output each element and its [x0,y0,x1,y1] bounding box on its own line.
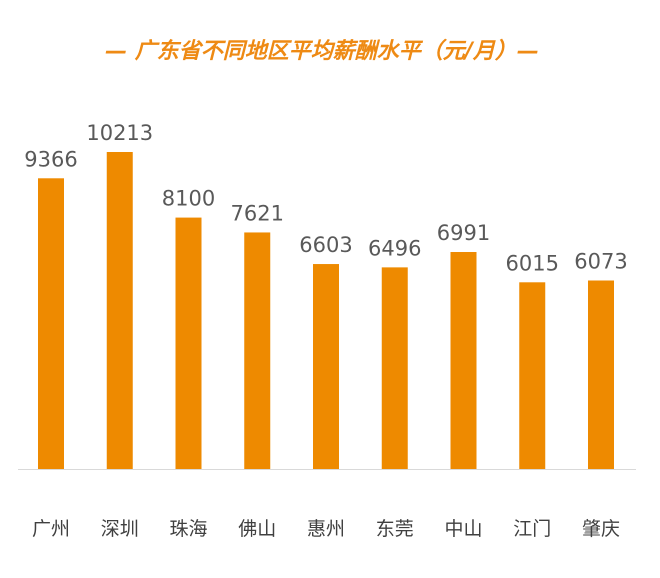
bar-1 [106,152,133,469]
value-labels: 9366 10213 8100 7621 6603 6496 6991 6015 6073 [24,121,627,275]
value-label: 6496 [368,236,421,260]
category-label: 佛山 [238,518,276,540]
bar-3 [244,232,271,469]
value-label: 10213 [86,121,153,145]
category-label: 广州 [32,518,70,540]
bar-0 [38,178,64,469]
bars-group [38,152,614,469]
value-label: 8100 [162,187,215,211]
value-label: 6991 [437,221,490,245]
bar-6 [450,252,477,469]
category-label: 珠海 [169,518,207,540]
category-labels: 广州 深圳 珠海 佛山 惠州 东莞 中山 江门 肇庆 [32,518,620,540]
value-label: 6073 [574,250,627,274]
category-label: 肇庆 [582,518,620,540]
category-label: 东莞 [376,518,414,540]
value-label: 6015 [506,251,559,275]
bar-5 [381,267,408,469]
bar-2 [175,217,202,469]
value-label: 7621 [231,201,284,225]
value-label: 9366 [24,147,77,171]
bar-4 [313,264,339,469]
category-label: 深圳 [101,518,139,540]
chart-title: — 广东省不同地区平均薪酬水平（元/月）— [105,38,539,64]
category-label: 江门 [513,518,551,540]
bar-7 [519,282,546,469]
bar-8 [588,280,614,469]
category-label: 中山 [444,518,482,540]
category-label: 惠州 [307,518,345,540]
value-label: 6603 [299,233,352,257]
